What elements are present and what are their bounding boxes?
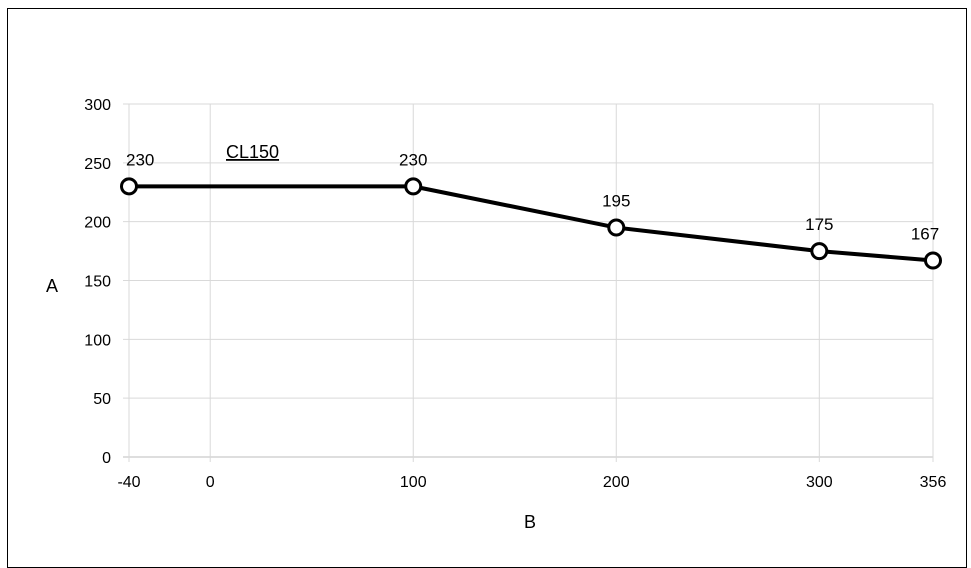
chart-annotation: CL150 [226,142,279,162]
data-label: 167 [911,224,939,243]
x-tick-label: 300 [806,474,833,491]
y-tick-label: 0 [102,450,111,467]
x-tick-label: 200 [603,474,630,491]
data-point-marker [924,251,942,270]
data-label: 195 [602,192,630,211]
x-axis-title: B [524,512,536,532]
series-layer [120,177,942,270]
axis-layer: 0 50 100 150 200 250 300 -40 0 100 200 300 356 [84,97,946,491]
data-label: 175 [805,215,833,234]
data-point-marker [607,218,626,237]
y-axis-title: A [46,276,58,296]
y-tick-label: 50 [93,391,111,408]
x-tick-label: 0 [206,474,215,491]
data-point-marker [810,242,829,261]
data-point-marker [120,177,138,196]
y-tick-label: 300 [84,97,111,114]
data-point-marker [404,177,423,196]
y-tick-label: 200 [84,215,111,232]
data-label: 230 [126,150,154,169]
grid-layer [123,103,934,462]
data-label: 230 [399,150,427,169]
y-tick-label: 100 [84,332,111,349]
y-tick-label: 150 [84,274,111,291]
label-layer: 230 230 195 175 167 [126,150,939,243]
y-tick-label: 250 [84,156,111,173]
x-tick-label: -40 [117,474,140,491]
x-tick-label: 100 [400,474,427,491]
chart-frame [7,8,967,568]
x-tick-label: 356 [920,474,947,491]
